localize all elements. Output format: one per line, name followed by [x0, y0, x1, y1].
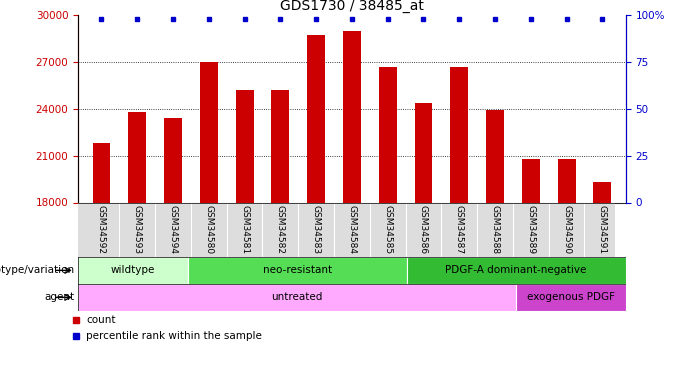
Bar [558, 159, 575, 203]
Text: GSM34593: GSM34593 [133, 205, 141, 254]
Bar [236, 90, 254, 202]
Bar [271, 90, 289, 202]
Text: GSM34586: GSM34586 [419, 205, 428, 254]
Text: genotype/variation: genotype/variation [0, 266, 75, 275]
Bar [188, 257, 407, 284]
Title: GDS1730 / 38485_at: GDS1730 / 38485_at [280, 0, 424, 13]
Bar [407, 257, 626, 284]
Text: neo-resistant: neo-resistant [262, 266, 332, 275]
Bar [129, 112, 146, 202]
Text: GSM34580: GSM34580 [204, 205, 214, 254]
Bar [379, 67, 396, 203]
Text: wildtype: wildtype [111, 266, 155, 275]
Bar [92, 143, 110, 202]
Bar [78, 257, 188, 284]
Bar [594, 182, 611, 203]
Text: untreated: untreated [271, 292, 323, 302]
Text: agent: agent [45, 292, 75, 302]
Bar [78, 284, 516, 311]
Text: GSM34587: GSM34587 [455, 205, 464, 254]
Bar [415, 102, 432, 202]
Text: GSM34588: GSM34588 [490, 205, 500, 254]
Text: exogenous PDGF: exogenous PDGF [527, 292, 615, 302]
Text: GSM34590: GSM34590 [562, 205, 571, 254]
Text: GSM34584: GSM34584 [347, 205, 356, 254]
Text: GSM34594: GSM34594 [169, 205, 177, 254]
Bar [522, 159, 540, 203]
Bar [164, 118, 182, 202]
Bar [307, 35, 325, 203]
Text: GSM34581: GSM34581 [240, 205, 249, 254]
Text: PDGF-A dominant-negative: PDGF-A dominant-negative [445, 266, 587, 275]
Text: GSM34591: GSM34591 [598, 205, 607, 254]
Bar [486, 110, 504, 202]
Text: GSM34585: GSM34585 [383, 205, 392, 254]
Bar [450, 67, 468, 203]
Text: GSM34589: GSM34589 [526, 205, 535, 254]
Text: GSM34582: GSM34582 [276, 205, 285, 254]
Text: count: count [86, 315, 116, 326]
Text: GSM34592: GSM34592 [97, 205, 106, 254]
Text: percentile rank within the sample: percentile rank within the sample [86, 331, 262, 341]
Bar [516, 284, 626, 311]
Bar [200, 62, 218, 202]
Bar [343, 31, 361, 202]
Text: GSM34583: GSM34583 [311, 205, 321, 254]
